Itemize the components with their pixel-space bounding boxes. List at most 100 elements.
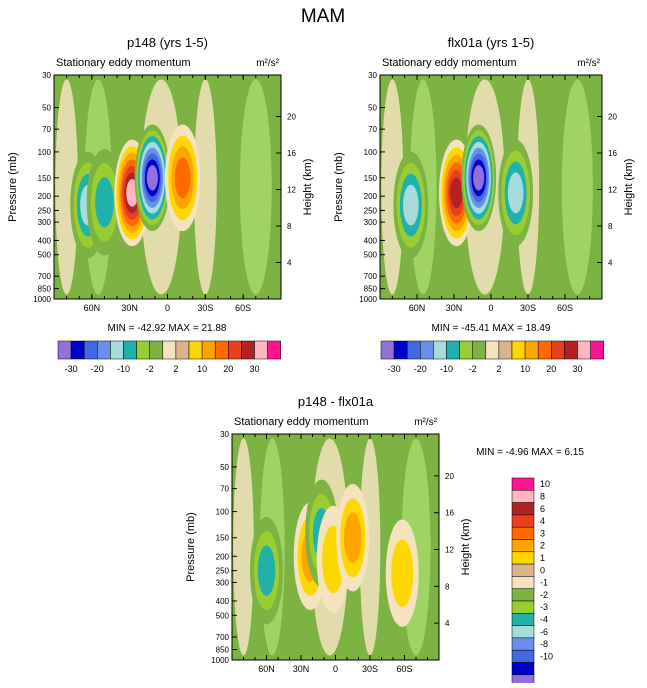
colorbar-swatch: [175, 340, 190, 360]
y-tick-label: 400: [38, 236, 52, 245]
colorbar-swatch: [511, 637, 535, 651]
y-tick-label: 100: [364, 148, 378, 157]
colorbar-swatch: [511, 514, 535, 528]
contour-feature: [393, 151, 429, 259]
colorbar-swatch: [57, 340, 72, 360]
colorbar-label: 30: [572, 364, 582, 374]
contour-level: [146, 165, 158, 191]
x-tick-label: 60N: [409, 303, 426, 313]
units-label: m²/s²: [256, 58, 279, 69]
colorbar-label: 10: [540, 479, 550, 489]
colorbar-swatch: [188, 340, 203, 360]
colorbar-swatch: [511, 674, 535, 688]
x-tick-label: 0: [165, 303, 170, 313]
height-tick-label: 8: [608, 222, 613, 231]
colorbar-swatch: [511, 576, 535, 589]
contour-level: [257, 545, 276, 596]
colorbar-swatch: [214, 340, 229, 360]
x-tick-label: 60S: [396, 664, 412, 674]
colorbar-label: 2: [496, 364, 501, 374]
colorbar-swatch: [511, 551, 535, 565]
y-tick-label: 850: [38, 285, 52, 294]
y-tick-label: 200: [364, 192, 378, 201]
colorbar-label: -8: [540, 639, 548, 649]
y-tick-label: 70: [42, 125, 51, 134]
colorbar-swatch: [498, 340, 513, 360]
colorbar-swatch: [511, 625, 535, 639]
y-tick-label: 850: [364, 285, 378, 294]
y-tick-label: 700: [364, 272, 378, 281]
colorbar-swatch: [433, 340, 447, 360]
colorbar-swatch: [537, 340, 552, 360]
x-tick-label: 60S: [235, 303, 251, 313]
y-tick-label: 70: [368, 125, 377, 134]
colorbar-swatch: [577, 340, 591, 360]
colorbar-label: 4: [540, 516, 545, 526]
contour-feature: [336, 484, 370, 592]
colorbar-swatch: [472, 340, 487, 360]
y-tick-label: 100: [38, 148, 52, 157]
y-tick-label: 150: [216, 534, 230, 543]
colorbar-label: -2: [146, 364, 154, 374]
height-tick-label: 12: [608, 185, 617, 194]
x-tick-label: 30N: [121, 303, 138, 313]
height-tick-label: 4: [608, 258, 613, 267]
panel-title: p148 - flx01a: [298, 394, 374, 409]
zonal-band: [193, 79, 217, 295]
panel-subtitle: Stationary eddy momentum: [382, 57, 517, 69]
contour-level: [507, 172, 524, 214]
colorbar-swatch: [83, 340, 98, 360]
colorbar-swatch: [420, 340, 434, 360]
y-axis-label: Pressure (mb): [185, 512, 197, 582]
y-tick-label: 150: [364, 174, 378, 183]
colorbar-swatch: [162, 340, 177, 360]
colorbar-swatch: [97, 340, 111, 360]
colorbar-swatch: [511, 477, 535, 491]
contour-level: [450, 177, 463, 209]
colorbar-swatch: [393, 340, 408, 360]
colorbar-swatch: [511, 563, 535, 577]
y-tick-label: 500: [216, 611, 230, 620]
y-axis-label: Pressure (mb): [7, 152, 19, 222]
colorbar-label: 0: [540, 565, 545, 575]
colorbar-swatch: [511, 613, 535, 626]
contour-panel-2: 60N 30N 0 30S 60S 30 50 70 100 150 200 250 300 400 500…: [333, 35, 635, 313]
panel-title: flx01a (yrs 1-5): [448, 35, 535, 50]
colorbar-swatch: [485, 340, 500, 360]
y-tick-label: 400: [216, 597, 230, 606]
min-max-stats: MIN = -45.41 MAX = 18.49: [432, 323, 551, 334]
colorbar-swatch: [511, 588, 535, 602]
colorbar-label: 3: [540, 528, 545, 538]
y-tick-label: 300: [216, 578, 230, 587]
colorbar-label: 10: [197, 364, 207, 374]
colorbar-label: -20: [91, 364, 104, 374]
x-tick-label: 60S: [557, 303, 573, 313]
y-tick-label: 50: [368, 104, 377, 113]
figure-title: MAM: [301, 6, 345, 27]
zonal-band: [55, 79, 78, 295]
colorbar-label: 2: [540, 541, 545, 551]
y-tick-label: 500: [364, 251, 378, 260]
x-tick-label: 60N: [84, 303, 101, 313]
x-tick-label: 30N: [293, 664, 310, 674]
y-tick-label: 400: [364, 236, 378, 245]
plot-area: [380, 75, 602, 299]
x-tick-label: 0: [333, 664, 338, 674]
y-tick-label: 30: [220, 430, 229, 439]
height-axis-label: Height (km): [302, 159, 314, 216]
contour-level: [403, 184, 419, 226]
colorbar-swatch: [110, 340, 124, 360]
colorbar-label: -2: [540, 590, 548, 600]
colorbar-swatch: [551, 340, 565, 360]
colorbar-label: 10: [520, 364, 530, 374]
zonal-band: [239, 79, 272, 295]
zonal-band: [359, 438, 381, 656]
contour-panel-3: 60N 30N 0 30S 60S 30 50 70 100 150 200 250 300 400 500…: [185, 394, 472, 674]
colorbar-swatch: [459, 340, 473, 360]
plot-area: [54, 75, 281, 299]
colorbar-swatch: [511, 662, 535, 676]
height-tick-label: 16: [445, 509, 454, 518]
colorbar-swatch: [406, 340, 421, 360]
